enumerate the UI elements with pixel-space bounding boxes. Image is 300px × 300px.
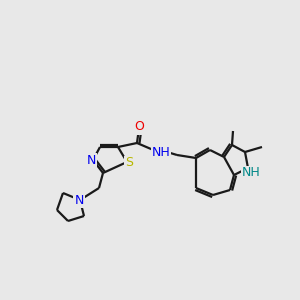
Text: NH: NH (152, 146, 170, 160)
Text: NH: NH (242, 167, 260, 179)
Text: S: S (125, 157, 133, 169)
Text: N: N (74, 194, 84, 206)
Text: N: N (86, 154, 96, 166)
Text: O: O (134, 121, 144, 134)
